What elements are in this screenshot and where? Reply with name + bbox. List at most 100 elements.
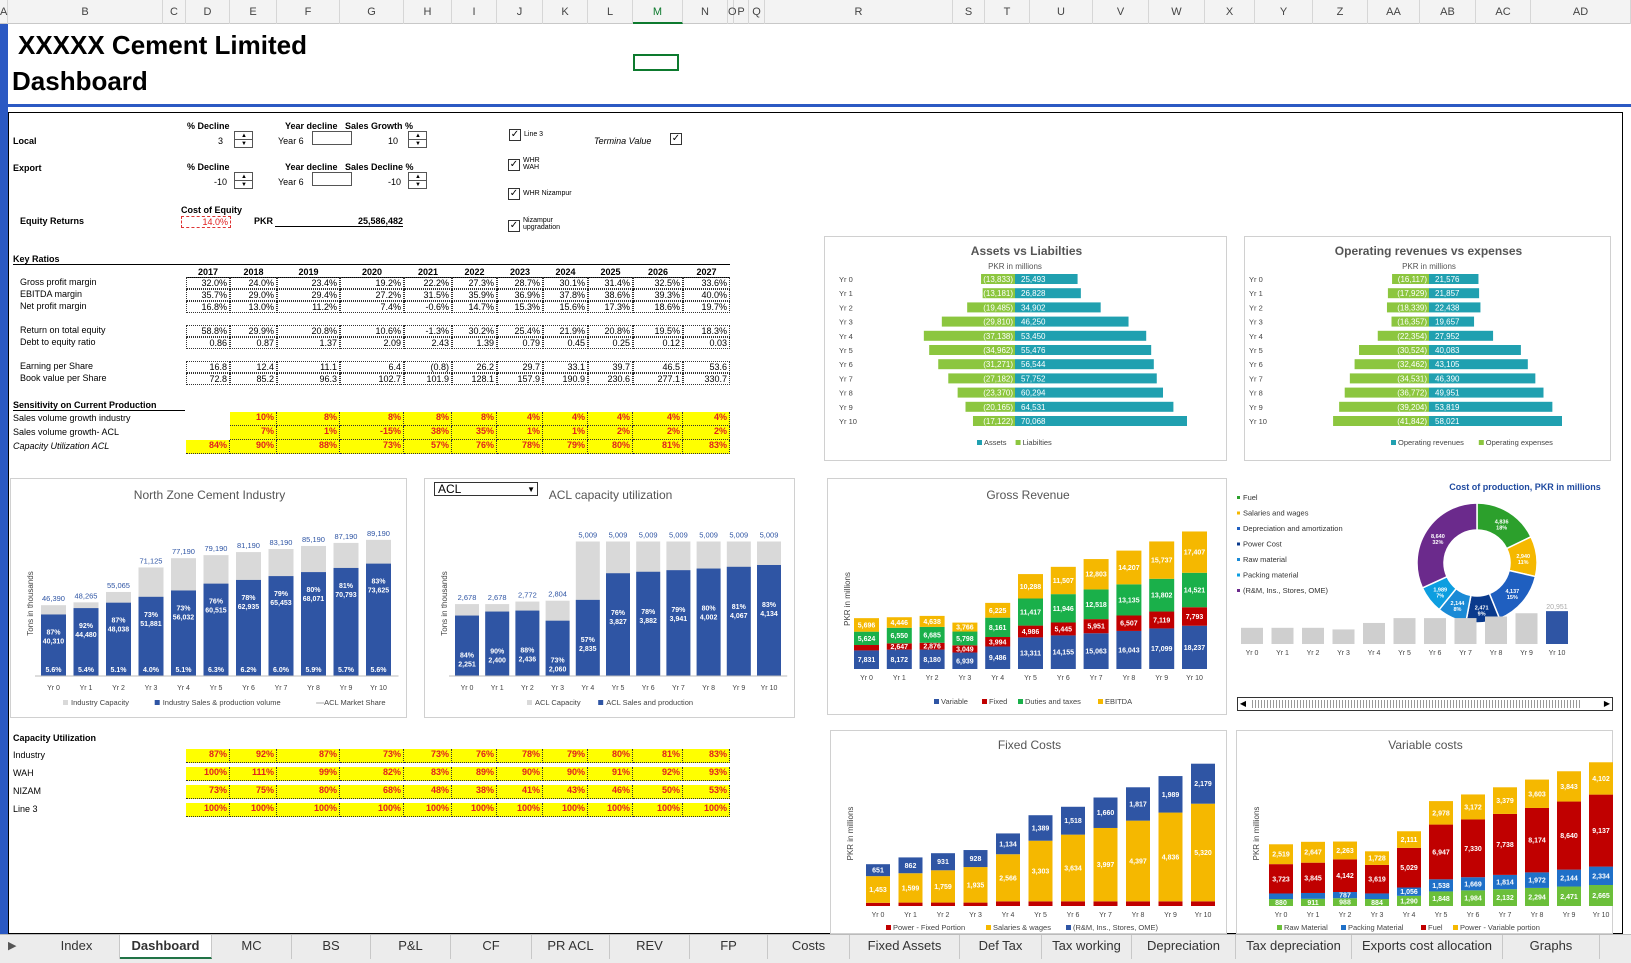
ratio-cell[interactable]: 20.8% xyxy=(277,325,340,337)
whr-nizampur-checkbox[interactable]: ✓ xyxy=(508,188,520,200)
yellow-cell[interactable]: 4% xyxy=(588,412,633,426)
yellow-cell[interactable]: 4% xyxy=(633,412,683,426)
column-header-f[interactable]: F xyxy=(277,0,340,24)
yellow-cell[interactable]: 78% xyxy=(497,440,543,454)
column-header-t[interactable]: T xyxy=(985,0,1030,24)
cost-of-equity-value[interactable]: 14.0% xyxy=(181,216,231,228)
column-header-ab[interactable]: AB xyxy=(1420,0,1476,24)
yellow-cell[interactable]: 87% xyxy=(186,749,230,763)
column-header-o[interactable]: O xyxy=(728,0,737,24)
ratio-cell[interactable]: 96.3 xyxy=(277,373,340,385)
yellow-cell[interactable]: 100% xyxy=(683,803,730,817)
ratio-cell[interactable]: 157.9 xyxy=(497,373,543,385)
column-header-d[interactable]: D xyxy=(186,0,230,24)
yellow-cell[interactable]: 73% xyxy=(186,785,230,799)
tab-tax-working[interactable]: Tax working xyxy=(1042,935,1132,959)
yellow-cell[interactable]: 100% xyxy=(452,803,497,817)
column-header-ad[interactable]: AD xyxy=(1531,0,1631,24)
ratio-cell[interactable]: 27.2% xyxy=(340,289,404,301)
yellow-cell[interactable]: 2% xyxy=(683,426,730,440)
ratio-cell[interactable]: 29.9% xyxy=(230,325,277,337)
yellow-cell[interactable]: 7% xyxy=(230,426,277,440)
yellow-cell[interactable]: 100% xyxy=(633,803,683,817)
yellow-cell[interactable]: 43% xyxy=(543,785,588,799)
tab-costs[interactable]: Costs xyxy=(768,935,850,959)
ratio-cell[interactable]: 30.2% xyxy=(452,325,497,337)
column-header-s[interactable]: S xyxy=(953,0,985,24)
yellow-cell[interactable]: 81% xyxy=(633,749,683,763)
yellow-cell[interactable]: 100% xyxy=(186,767,230,781)
yellow-cell[interactable]: 84% xyxy=(186,440,230,454)
ratio-cell[interactable]: 26.2 xyxy=(452,361,497,373)
ratio-cell[interactable]: 128.1 xyxy=(452,373,497,385)
column-header-l[interactable]: L xyxy=(588,0,633,24)
yellow-cell[interactable]: 48% xyxy=(404,785,452,799)
ratio-cell[interactable]: 102.7 xyxy=(340,373,404,385)
tab-rev[interactable]: REV xyxy=(610,935,690,959)
column-header-v[interactable]: V xyxy=(1093,0,1149,24)
ratio-cell[interactable]: 17.3% xyxy=(588,301,633,313)
column-header-n[interactable]: N xyxy=(683,0,728,24)
yellow-cell[interactable]: 100% xyxy=(277,803,340,817)
yellow-cell[interactable]: 35% xyxy=(452,426,497,440)
ratio-cell[interactable]: -1.3% xyxy=(404,325,452,337)
export-decline-spinner[interactable]: ▲ ▼ xyxy=(234,172,253,189)
ratio-cell[interactable]: 27.3% xyxy=(452,277,497,289)
scroll-right-icon[interactable]: ▶ xyxy=(1603,699,1611,708)
yellow-cell[interactable]: 53% xyxy=(683,785,730,799)
column-header-m[interactable]: M xyxy=(633,0,683,24)
yellow-cell[interactable]: 111% xyxy=(230,767,277,781)
tab-cf[interactable]: CF xyxy=(451,935,532,959)
ratio-cell[interactable]: 277.1 xyxy=(633,373,683,385)
whr-wah-checkbox[interactable]: ✓ xyxy=(508,159,520,171)
column-header-e[interactable]: E xyxy=(230,0,277,24)
local-growth-spinner[interactable]: ▲ ▼ xyxy=(408,131,427,148)
ratio-cell[interactable]: 31.5% xyxy=(404,289,452,301)
yellow-cell[interactable]: 4% xyxy=(683,412,730,426)
ratio-cell[interactable]: 40.0% xyxy=(683,289,730,301)
column-header-p[interactable]: P xyxy=(734,0,749,24)
yellow-cell[interactable]: 50% xyxy=(633,785,683,799)
yellow-cell[interactable]: 1% xyxy=(543,426,588,440)
terminal-value-checkbox[interactable]: ✓ xyxy=(670,133,682,145)
tab-dashboard[interactable]: Dashboard xyxy=(120,935,212,959)
column-header-k[interactable]: K xyxy=(543,0,588,24)
ratio-cell[interactable]: 16.8% xyxy=(186,301,230,313)
yellow-cell[interactable]: 90% xyxy=(230,440,277,454)
yellow-cell[interactable]: 8% xyxy=(404,412,452,426)
ratio-cell[interactable]: 19.5% xyxy=(633,325,683,337)
ratio-cell[interactable]: 24.0% xyxy=(230,277,277,289)
yellow-cell[interactable]: 8% xyxy=(452,412,497,426)
ratio-cell[interactable]: 7.4% xyxy=(340,301,404,313)
ratio-cell[interactable]: 0.12 xyxy=(633,337,683,349)
tab-mc[interactable]: MC xyxy=(212,935,292,959)
yellow-cell[interactable]: 73% xyxy=(340,749,404,763)
yellow-cell[interactable]: 2% xyxy=(588,426,633,440)
column-header-u[interactable]: U xyxy=(1030,0,1093,24)
ratio-cell[interactable]: 21.9% xyxy=(543,325,588,337)
tab-depreciation[interactable]: Depreciation xyxy=(1132,935,1236,959)
ratio-cell[interactable]: 29.7 xyxy=(497,361,543,373)
yellow-cell[interactable]: 46% xyxy=(588,785,633,799)
yellow-cell[interactable]: 90% xyxy=(497,767,543,781)
yellow-cell[interactable]: 8% xyxy=(340,412,404,426)
yellow-cell[interactable]: 100% xyxy=(340,803,404,817)
yellow-cell[interactable]: 83% xyxy=(404,767,452,781)
ratio-cell[interactable]: 58.8% xyxy=(186,325,230,337)
yellow-cell[interactable]: 76% xyxy=(452,749,497,763)
ratio-cell[interactable]: 2.43 xyxy=(404,337,452,349)
ratio-cell[interactable]: 32.0% xyxy=(186,277,230,289)
ratio-cell[interactable]: 19.2% xyxy=(340,277,404,289)
column-header-q[interactable]: Q xyxy=(749,0,765,24)
export-salesdecline-spinner[interactable]: ▲ ▼ xyxy=(408,172,427,189)
column-header-z[interactable]: Z xyxy=(1313,0,1368,24)
tab-pr-acl[interactable]: PR ACL xyxy=(532,935,610,959)
yellow-cell[interactable]: 68% xyxy=(340,785,404,799)
ratio-cell[interactable]: 23.4% xyxy=(277,277,340,289)
ratio-cell[interactable]: 101.9 xyxy=(404,373,452,385)
column-header-x[interactable]: X xyxy=(1205,0,1255,24)
ratio-cell[interactable]: 30.1% xyxy=(543,277,588,289)
line3-checkbox[interactable]: ✓ xyxy=(509,129,521,141)
ratio-cell[interactable]: 33.6% xyxy=(683,277,730,289)
ratio-cell[interactable]: 19.7% xyxy=(683,301,730,313)
